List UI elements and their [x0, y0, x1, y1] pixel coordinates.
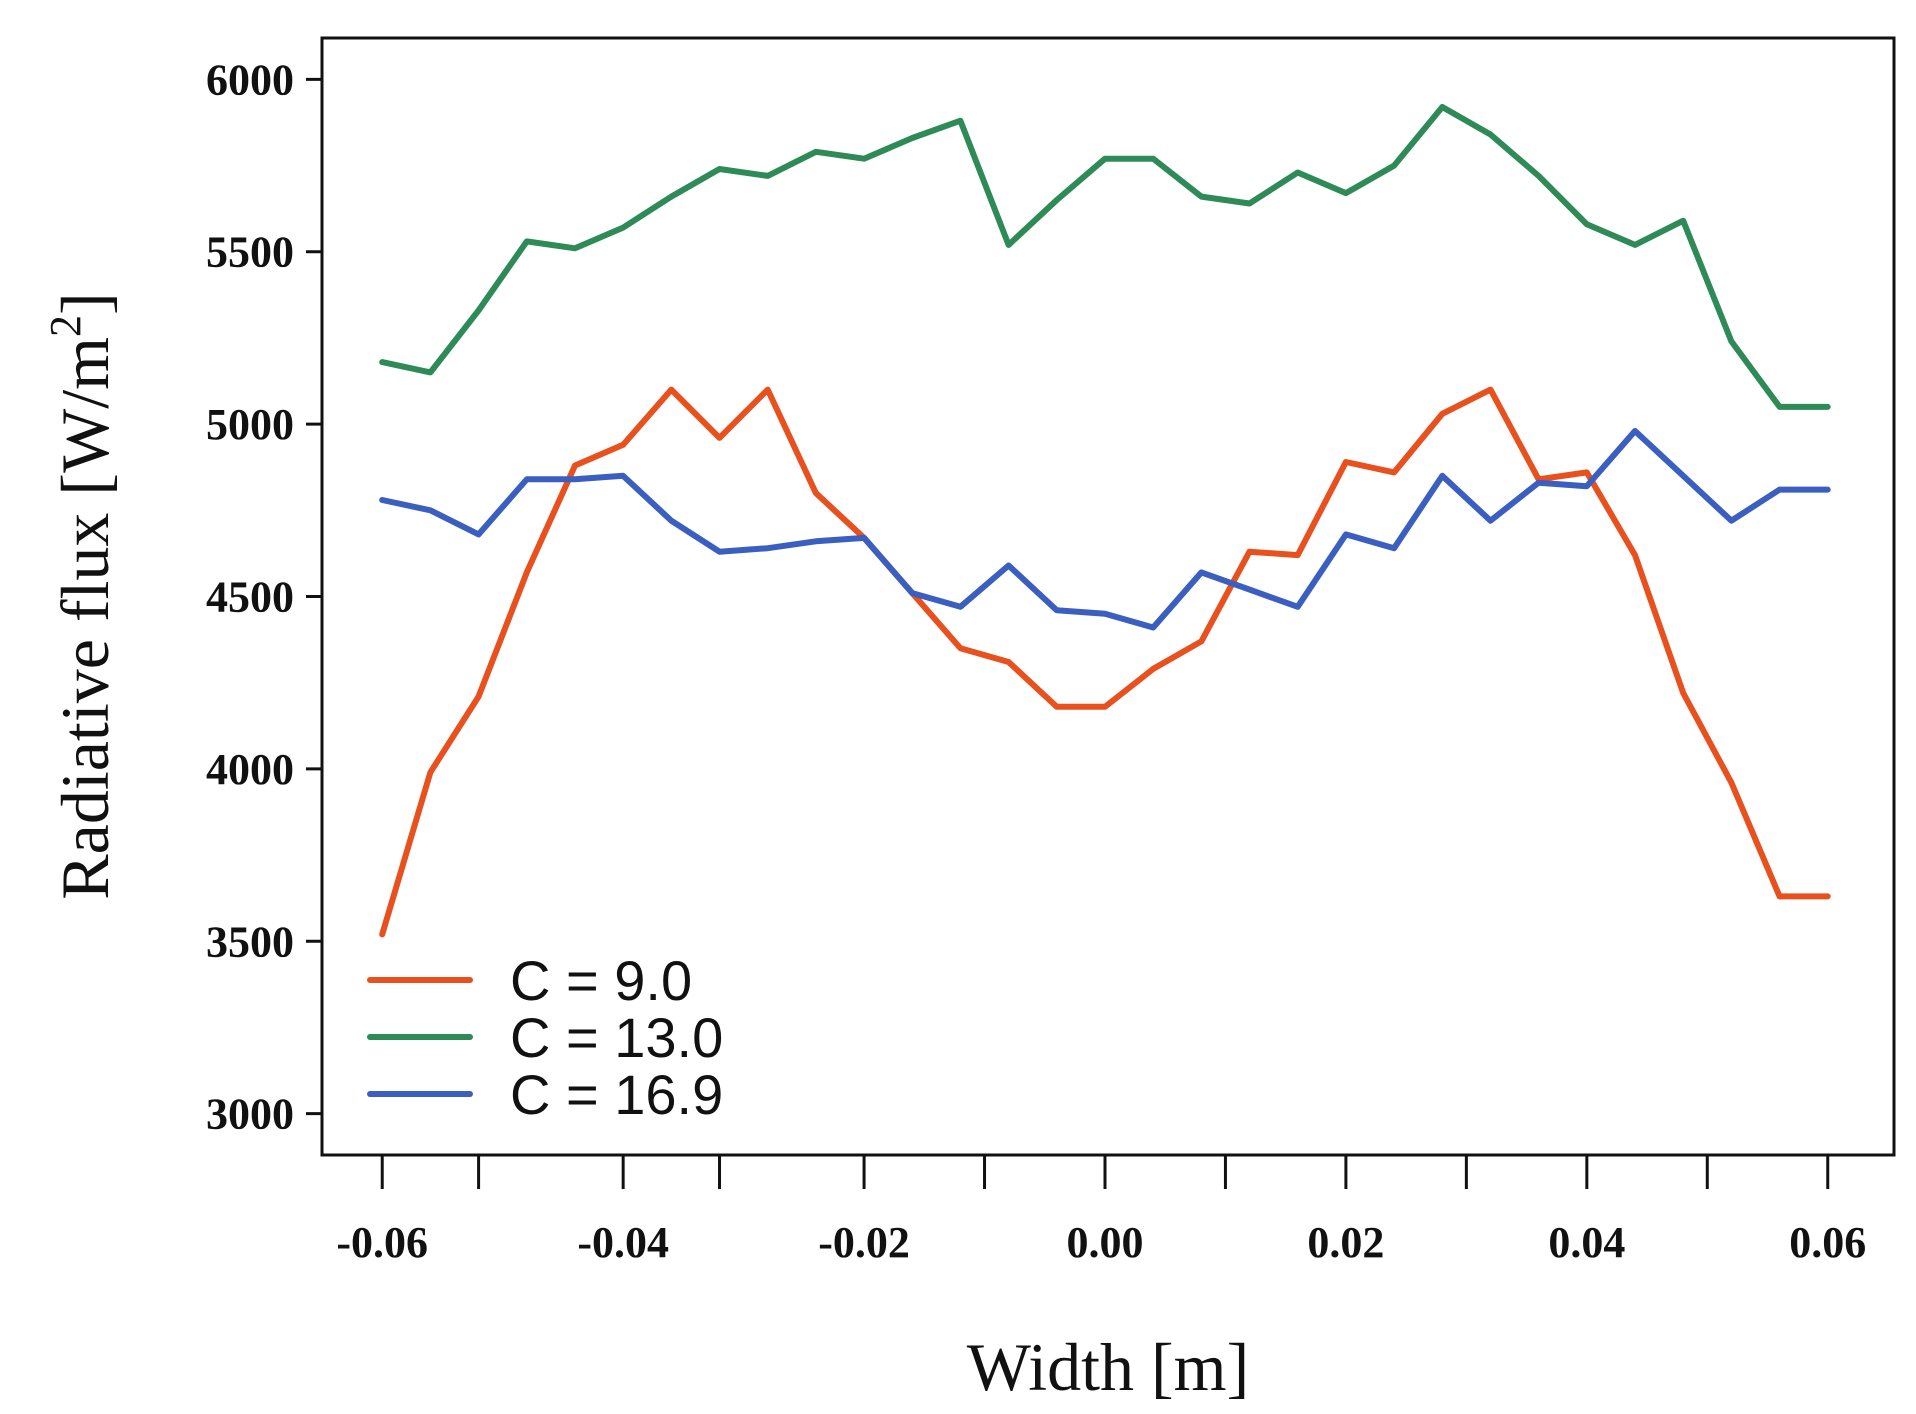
- y-axis-title-main: Radiative flux [W/m: [47, 337, 123, 900]
- series-line-3: [379, 428, 1831, 631]
- legend: C = 9.0C = 13.0C = 16.9: [367, 949, 723, 1126]
- x-tick-label: -0.06: [336, 1218, 428, 1267]
- x-axis: -0.06 -0.04 -0.02 0.00 0.02 0.04 0.06: [336, 1155, 1866, 1267]
- series-line-1: [379, 386, 1831, 938]
- y-axis-title: Radiative flux [W/m2]: [41, 292, 123, 899]
- y-tick-label: 3500: [206, 917, 294, 966]
- x-tick-label: 0.06: [1789, 1218, 1866, 1267]
- series-group: [379, 104, 1831, 938]
- x-tick-label: -0.02: [818, 1218, 910, 1267]
- x-axis-title: Width [m]: [967, 1329, 1249, 1405]
- y-tick-label: 3000: [206, 1090, 294, 1139]
- y-tick-label: 4000: [206, 745, 294, 794]
- legend-label-3: C = 16.9: [510, 1063, 723, 1126]
- x-tick-label: 0.00: [1066, 1218, 1143, 1267]
- y-axis: 3000 3500 4000 4500 5000 5500 6000: [206, 55, 322, 1139]
- y-tick-label: 6000: [206, 55, 294, 104]
- y-tick-label: 5000: [206, 400, 294, 449]
- y-axis-title-superscript: 2: [41, 315, 90, 337]
- y-tick-label: 4500: [206, 573, 294, 622]
- x-tick-label: -0.04: [577, 1218, 669, 1267]
- x-tick-label: 0.02: [1307, 1218, 1384, 1267]
- y-axis-title-close: ]: [47, 292, 123, 315]
- x-tick-label: 0.04: [1548, 1218, 1625, 1267]
- legend-label-1: C = 9.0: [510, 949, 692, 1012]
- series-line-2: [379, 104, 1831, 410]
- y-tick-label: 5500: [206, 228, 294, 277]
- legend-label-2: C = 13.0: [510, 1006, 723, 1069]
